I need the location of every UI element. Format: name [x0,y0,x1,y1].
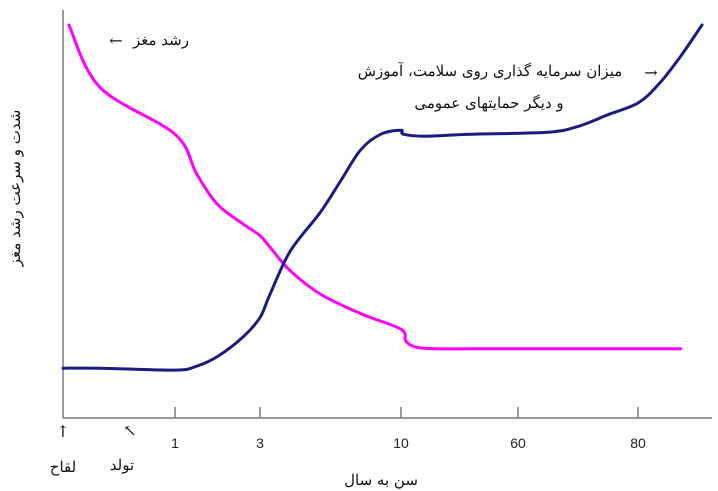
investment-line [61,23,704,372]
y-axis-title: شدت و سرعت رشد مغز [6,110,24,268]
conception-label: لقاح [50,458,76,476]
x-tick-label: 60 [510,435,526,451]
investment-label-line1: میزان سرمایه گذاری روی سلامت، آموزش [358,62,623,80]
x-ticks: 1 3 10 60 80 [171,407,646,451]
x-tick-label: 3 [256,435,264,451]
brain-growth-label: رشد مغز [132,31,189,49]
x-tick-label: 10 [393,435,409,451]
investment-arrow: → [644,63,657,82]
x-tick-label: 80 [630,435,646,451]
series-lines [61,23,704,372]
investment-label-line2: و دیگر حمایتهای عمومی [414,94,563,112]
birth-arrow: ↖ [123,421,136,440]
x-tick-label: 1 [171,435,179,451]
x-axis-title: سن به سال [344,471,418,489]
birth-label: تولد [110,456,134,474]
brain-growth-line [67,23,683,351]
brain-growth-arrow: ← [109,31,122,50]
conception-arrow: ↑ [56,422,69,441]
